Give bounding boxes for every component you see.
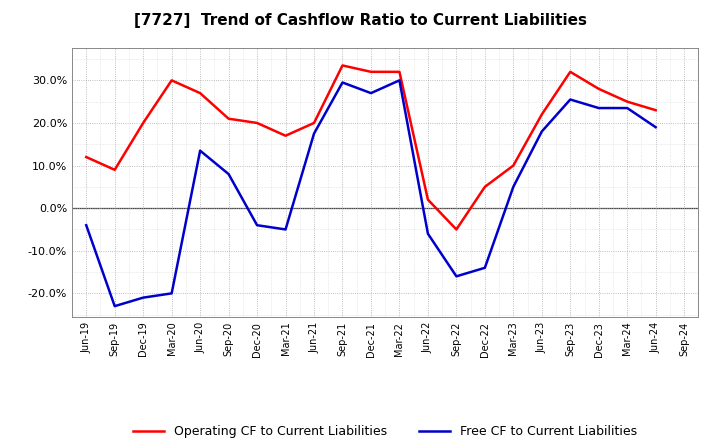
Free CF to Current Liabilities xyxy=(110,304,119,309)
Operating CF to Current Liabilities xyxy=(566,69,575,74)
Free CF to Current Liabilities xyxy=(395,78,404,83)
Free CF to Current Liabilities xyxy=(338,80,347,85)
Free CF to Current Liabilities xyxy=(595,106,603,111)
Operating CF to Current Liabilities xyxy=(110,167,119,172)
Free CF to Current Liabilities xyxy=(366,91,375,96)
Operating CF to Current Liabilities xyxy=(537,112,546,117)
Operating CF to Current Liabilities xyxy=(139,120,148,125)
Free CF to Current Liabilities xyxy=(566,97,575,102)
Free CF to Current Liabilities xyxy=(139,295,148,300)
Line: Operating CF to Current Liabilities: Operating CF to Current Liabilities xyxy=(86,66,656,230)
Free CF to Current Liabilities xyxy=(167,291,176,296)
Operating CF to Current Liabilities xyxy=(452,227,461,232)
Free CF to Current Liabilities xyxy=(623,106,631,111)
Operating CF to Current Liabilities xyxy=(595,86,603,92)
Free CF to Current Liabilities xyxy=(537,129,546,134)
Free CF to Current Liabilities xyxy=(452,274,461,279)
Operating CF to Current Liabilities xyxy=(167,78,176,83)
Operating CF to Current Liabilities xyxy=(623,99,631,104)
Operating CF to Current Liabilities xyxy=(82,154,91,160)
Operating CF to Current Liabilities xyxy=(480,184,489,190)
Free CF to Current Liabilities xyxy=(82,223,91,228)
Operating CF to Current Liabilities xyxy=(366,69,375,74)
Operating CF to Current Liabilities xyxy=(310,120,318,125)
Free CF to Current Liabilities xyxy=(310,131,318,136)
Operating CF to Current Liabilities xyxy=(652,107,660,113)
Operating CF to Current Liabilities xyxy=(395,69,404,74)
Free CF to Current Liabilities xyxy=(652,125,660,130)
Free CF to Current Liabilities xyxy=(196,148,204,153)
Operating CF to Current Liabilities xyxy=(509,163,518,168)
Free CF to Current Liabilities xyxy=(423,231,432,236)
Free CF to Current Liabilities xyxy=(225,172,233,177)
Operating CF to Current Liabilities xyxy=(282,133,290,138)
Operating CF to Current Liabilities xyxy=(225,116,233,121)
Free CF to Current Liabilities xyxy=(509,184,518,190)
Free CF to Current Liabilities xyxy=(253,223,261,228)
Line: Free CF to Current Liabilities: Free CF to Current Liabilities xyxy=(86,81,656,306)
Text: [7727]  Trend of Cashflow Ratio to Current Liabilities: [7727] Trend of Cashflow Ratio to Curren… xyxy=(133,13,587,28)
Operating CF to Current Liabilities xyxy=(338,63,347,68)
Operating CF to Current Liabilities xyxy=(253,120,261,125)
Free CF to Current Liabilities xyxy=(282,227,290,232)
Free CF to Current Liabilities xyxy=(480,265,489,271)
Operating CF to Current Liabilities xyxy=(196,91,204,96)
Legend: Operating CF to Current Liabilities, Free CF to Current Liabilities: Operating CF to Current Liabilities, Fre… xyxy=(133,425,637,438)
Operating CF to Current Liabilities xyxy=(423,197,432,202)
